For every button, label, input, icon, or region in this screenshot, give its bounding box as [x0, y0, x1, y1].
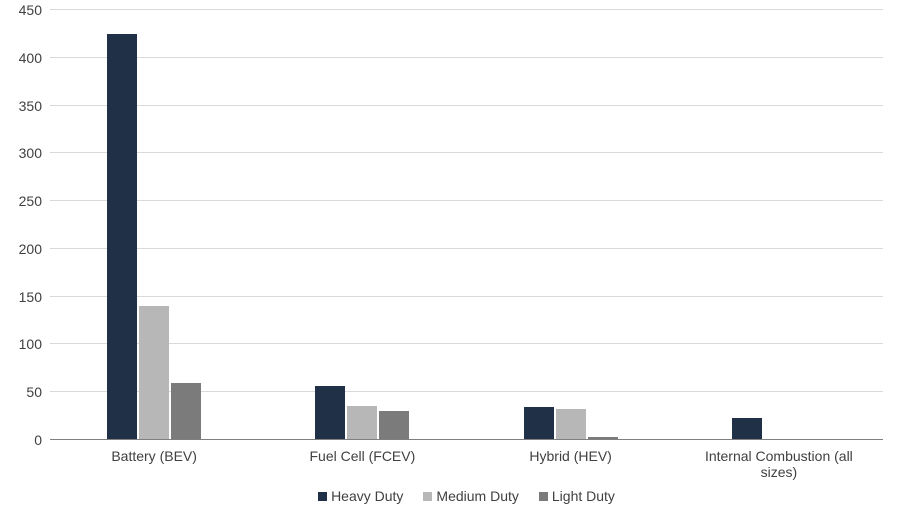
x-tick-label: Battery (BEV)	[111, 448, 197, 464]
y-tick-label: 50	[26, 384, 42, 400]
bar-group: Fuel Cell (FCEV)	[258, 10, 466, 440]
bar	[107, 34, 137, 440]
y-tick-label: 400	[19, 50, 42, 66]
bars-row	[258, 10, 466, 440]
legend: Heavy Duty Medium Duty Light Duty	[50, 488, 883, 504]
y-tick-label: 150	[19, 289, 42, 305]
y-tick-label: 200	[19, 241, 42, 257]
legend-label: Medium Duty	[436, 488, 518, 504]
bar-chart: 0 50 100 150 200 250 300 350 400 450 Battery (BEV…	[0, 0, 903, 526]
bar	[139, 306, 169, 440]
bars-row	[50, 10, 258, 440]
bar-groups: Battery (BEV)Fuel Cell (FCEV)Hybrid (HEV…	[50, 10, 883, 440]
y-tick-label: 350	[19, 98, 42, 114]
y-tick-label: 250	[19, 193, 42, 209]
legend-swatch	[539, 492, 548, 501]
legend-item: Heavy Duty	[318, 488, 403, 504]
legend-label: Heavy Duty	[331, 488, 403, 504]
bar-group: Internal Combustion (all sizes)	[675, 10, 883, 440]
bar	[171, 383, 201, 440]
legend-label: Light Duty	[552, 488, 615, 504]
x-axis-line	[50, 439, 883, 440]
bar	[379, 411, 409, 440]
legend-swatch	[423, 492, 432, 501]
y-tick-label: 450	[19, 2, 42, 18]
bar	[556, 409, 586, 440]
plot-area: 050100150200250300350400450 Battery (BEV…	[50, 10, 883, 440]
bar	[732, 418, 762, 440]
bar-group: Battery (BEV)	[50, 10, 258, 440]
x-tick-label: Fuel Cell (FCEV)	[309, 448, 415, 464]
bars-row	[467, 10, 675, 440]
y-tick-label: 0	[34, 432, 42, 448]
bar	[347, 406, 377, 440]
y-tick-label: 100	[19, 336, 42, 352]
bar-group: Hybrid (HEV)	[467, 10, 675, 440]
bars-row	[675, 10, 883, 440]
bar	[524, 407, 554, 440]
bar	[315, 386, 345, 440]
legend-item: Medium Duty	[423, 488, 518, 504]
legend-item: Light Duty	[539, 488, 615, 504]
x-tick-label: Internal Combustion (all sizes)	[689, 448, 869, 480]
x-tick-label: Hybrid (HEV)	[529, 448, 611, 464]
y-tick-label: 300	[19, 145, 42, 161]
legend-swatch	[318, 492, 327, 501]
